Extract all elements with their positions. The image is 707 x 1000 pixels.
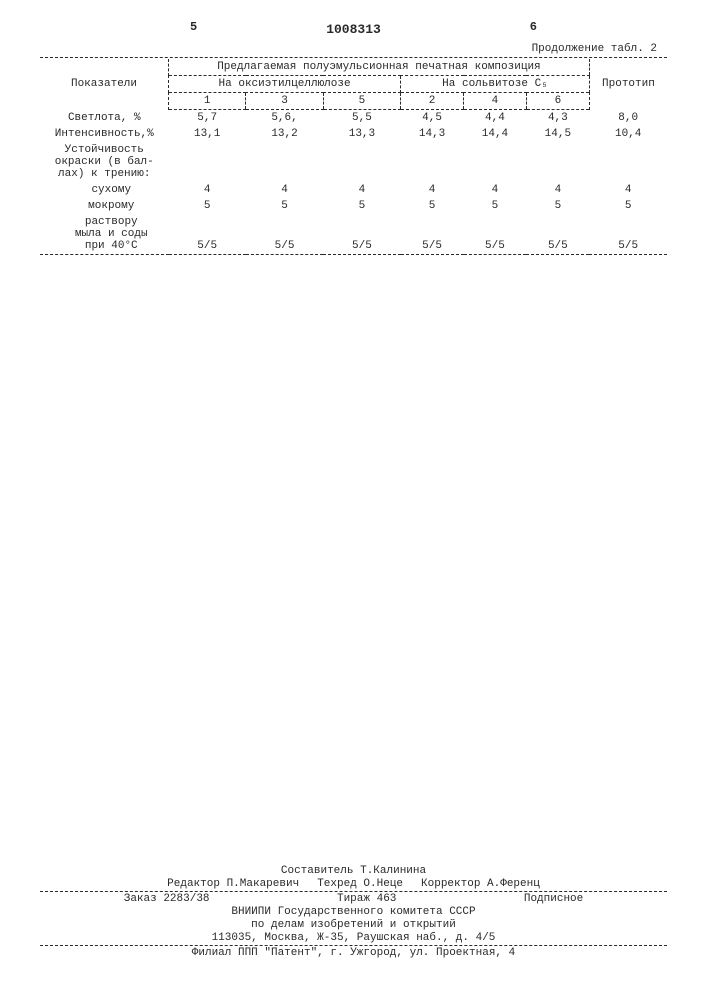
- group-a-header: На оксиэтилцеллюлозе: [169, 76, 401, 93]
- cell: 13,1: [169, 126, 246, 142]
- cell: 5,5: [323, 110, 400, 127]
- tech-line: Техред О.Неце: [317, 878, 403, 890]
- cell: 5/5: [246, 214, 323, 255]
- cell: 14,4: [464, 126, 527, 142]
- editor-line: Редактор П.Макаревич: [167, 878, 299, 890]
- row-label: Светлота, %: [40, 110, 169, 127]
- table-row: Интенсивность,% 13,1 13,2 13,3 14,3 14,4…: [40, 126, 667, 142]
- top-header: Предлагаемая полуэмульсионная печатная к…: [169, 59, 590, 76]
- addr2-line: Филиал ППП "Патент", г. Ужгород, ул. Про…: [40, 947, 667, 959]
- cell: 5/5: [323, 214, 400, 255]
- corrector-line: Корректор А.Ференц: [421, 878, 540, 890]
- col-b2: 4: [464, 93, 527, 110]
- footer: Составитель Т.Калинина Редактор П.Макаре…: [40, 864, 667, 960]
- addr1-line: 113035, Москва, Ж-35, Раушская наб., д. …: [40, 932, 667, 944]
- cell: 13,3: [323, 126, 400, 142]
- cell: 5,6,: [246, 110, 323, 127]
- cell: 10,4: [589, 126, 667, 142]
- col-a1: 1: [169, 93, 246, 110]
- row-label: сухому: [40, 182, 169, 198]
- cell: 5: [169, 198, 246, 214]
- divider: [40, 891, 667, 892]
- subtitle: Устойчивость окраски (в бал- лах) к трен…: [40, 142, 169, 182]
- cell: 4: [401, 182, 464, 198]
- page-num-right: 6: [530, 20, 537, 34]
- cell: 8,0: [589, 110, 667, 127]
- cell: 13,2: [246, 126, 323, 142]
- cell: 5/5: [464, 214, 527, 255]
- cell: 5: [323, 198, 400, 214]
- col-b1: 2: [401, 93, 464, 110]
- document-id: 1008313: [40, 22, 667, 37]
- org1-line: ВНИИПИ Государственного комитета СССР: [40, 906, 667, 918]
- col-a2: 3: [246, 93, 323, 110]
- org2-line: по делам изобретений и открытий: [40, 919, 667, 931]
- continuation-label: Продолжение табл. 2: [40, 43, 667, 55]
- table-row: мокрому 5 5 5 5 5 5 5: [40, 198, 667, 214]
- cell: 5: [526, 198, 589, 214]
- table-row: Устойчивость окраски (в бал- лах) к трен…: [40, 142, 667, 182]
- order-line: Заказ 2283/38: [124, 893, 210, 905]
- cell: 4: [323, 182, 400, 198]
- cell: 4,5: [401, 110, 464, 127]
- cell: 5: [246, 198, 323, 214]
- row-label: мокрому: [40, 198, 169, 214]
- data-table: Показатели Предлагаемая полуэмульсионная…: [40, 59, 667, 255]
- cell: 4,3: [526, 110, 589, 127]
- cell: 4: [169, 182, 246, 198]
- cell: 14,3: [401, 126, 464, 142]
- col-b3: 6: [526, 93, 589, 110]
- group-b-header: На сольвитозе C₅: [401, 76, 590, 93]
- cell: 4: [246, 182, 323, 198]
- table-row: сухому 4 4 4 4 4 4 4: [40, 182, 667, 198]
- row-label: раствору мыла и соды при 40°С: [40, 214, 169, 255]
- indicators-header: Показатели: [40, 59, 169, 110]
- cell: 5/5: [401, 214, 464, 255]
- table-row: Светлота, % 5,7 5,6, 5,5 4,5 4,4 4,3 8,0: [40, 110, 667, 127]
- col-a3: 5: [323, 93, 400, 110]
- cell: 5: [464, 198, 527, 214]
- cell: 4: [589, 182, 667, 198]
- signed-line: Подписное: [524, 893, 583, 905]
- cell: 14,5: [526, 126, 589, 142]
- cell: 5,7: [169, 110, 246, 127]
- cell: 5: [589, 198, 667, 214]
- table-row: раствору мыла и соды при 40°С 5/5 5/5 5/…: [40, 214, 667, 255]
- cell: 5/5: [526, 214, 589, 255]
- row-label: Интенсивность,%: [40, 126, 169, 142]
- divider: [40, 945, 667, 946]
- divider: [40, 57, 667, 58]
- cell: 5/5: [169, 214, 246, 255]
- prototype-header: Прототип: [589, 59, 667, 110]
- cell: 4,4: [464, 110, 527, 127]
- circ-line: Тираж 463: [337, 893, 396, 905]
- cell: 5: [401, 198, 464, 214]
- page-num-left: 5: [190, 20, 197, 34]
- cell: 5/5: [589, 214, 667, 255]
- compiler-line: Составитель Т.Калинина: [40, 865, 667, 877]
- cell: 4: [464, 182, 527, 198]
- cell: 4: [526, 182, 589, 198]
